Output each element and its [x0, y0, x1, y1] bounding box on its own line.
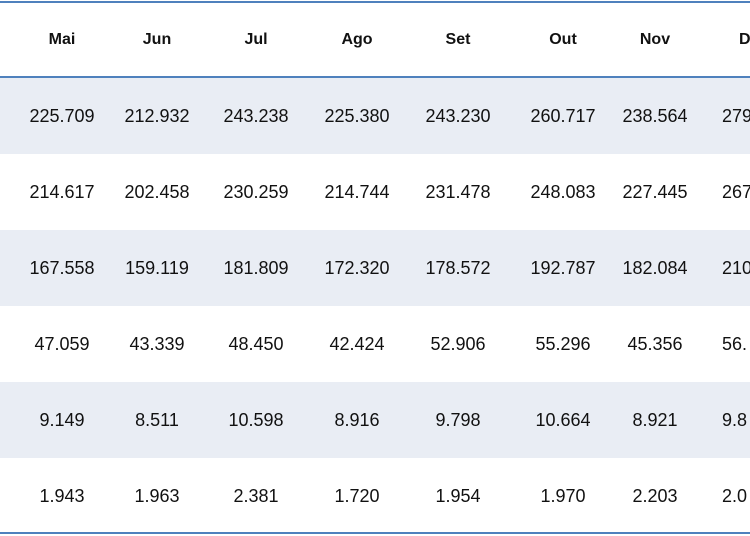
- table-cell-partial: 2.0: [722, 485, 748, 506]
- table-cell: 243.230: [425, 105, 491, 126]
- table-cell: 230.259: [223, 181, 289, 202]
- table-cell: 192.787: [530, 257, 596, 278]
- table-cell-partial: 9.8: [722, 409, 748, 430]
- table-cell: 214.744: [324, 181, 390, 202]
- header-border: [0, 76, 750, 78]
- table-cell: 45.356: [627, 333, 683, 354]
- table-cell: 178.572: [425, 257, 491, 278]
- table-row: 1.943 1.963 2.381 1.720 1.954 1.970 2.203 2.0: [0, 458, 750, 534]
- table-cell: 9.149: [39, 409, 85, 430]
- table-header-row: Mai Jun Jul Ago Set Out Nov D: [0, 3, 750, 77]
- table-cell: 243.238: [223, 105, 289, 126]
- column-header-jul: Jul: [244, 31, 268, 48]
- table-cell: 172.320: [324, 257, 390, 278]
- table-row: 214.617 202.458 230.259 214.744 231.478 248.0…: [0, 154, 750, 230]
- table-cell-partial: 210: [722, 257, 750, 278]
- column-header-mai: Mai: [48, 31, 76, 48]
- table-cell: 8.916: [334, 409, 380, 430]
- table-cell: 225.709: [29, 105, 95, 126]
- table-cell: 214.617: [29, 181, 95, 202]
- table-cell: 260.717: [530, 105, 596, 126]
- table-cell: 2.381: [233, 485, 279, 506]
- table-cell: 10.664: [535, 409, 591, 430]
- table-cell: 225.380: [324, 105, 390, 126]
- table-cell: 1.963: [134, 485, 180, 506]
- table-cell-partial: 56.: [722, 333, 748, 354]
- table-cell-partial: 279: [722, 105, 750, 126]
- table-cell-partial: 267: [722, 181, 750, 202]
- table-cell: 8.921: [632, 409, 678, 430]
- table-top-border: [0, 1, 750, 3]
- table-row: 167.558 159.119 181.809 172.320 178.572 192.7…: [0, 230, 750, 306]
- table-cell: 159.119: [125, 257, 189, 278]
- table-cell: 47.059: [34, 333, 90, 354]
- column-header-nov: Nov: [639, 31, 671, 48]
- table-cell: 52.906: [430, 333, 486, 354]
- table-cell: 1.954: [435, 485, 481, 506]
- table-bottom-border: [0, 532, 750, 534]
- table-cell: 181.809: [223, 257, 289, 278]
- table-cell: 55.296: [535, 333, 591, 354]
- table-cell: 202.458: [124, 181, 190, 202]
- table-cell: 1.970: [540, 485, 586, 506]
- column-header-ago: Ago: [341, 31, 373, 48]
- column-header-out: Out: [549, 31, 577, 48]
- table-cell: 1.720: [334, 485, 380, 506]
- column-header-set: Set: [445, 31, 471, 48]
- table-cell: 10.598: [228, 409, 284, 430]
- table-cell: 43.339: [129, 333, 185, 354]
- table-row: 47.059 43.339 48.450 42.424 52.906 55.296 45.3…: [0, 306, 750, 382]
- table-cell: 9.798: [435, 409, 481, 430]
- table-cell: 227.445: [622, 181, 688, 202]
- table-cell: 48.450: [228, 333, 284, 354]
- table-cell: 167.558: [29, 257, 95, 278]
- table-cell: 182.084: [622, 257, 688, 278]
- table-cell: 8.511: [135, 409, 179, 430]
- table-cell: 2.203: [632, 485, 678, 506]
- table-cell: 231.478: [425, 181, 491, 202]
- table-cell: 1.943: [39, 485, 85, 506]
- table-row: 9.149 8.511 10.598 8.916 9.798 10.664 8.921 9.8: [0, 382, 750, 458]
- table-cell: 238.564: [622, 105, 688, 126]
- table-cell: 212.932: [124, 105, 190, 126]
- column-header-partial: D: [739, 31, 750, 48]
- table-cell: 248.083: [530, 181, 596, 202]
- table-cell: 42.424: [329, 333, 385, 354]
- table-row: 225.709 212.932 243.238 225.380 243.230 260.7…: [0, 78, 750, 154]
- column-header-jun: Jun: [142, 31, 172, 48]
